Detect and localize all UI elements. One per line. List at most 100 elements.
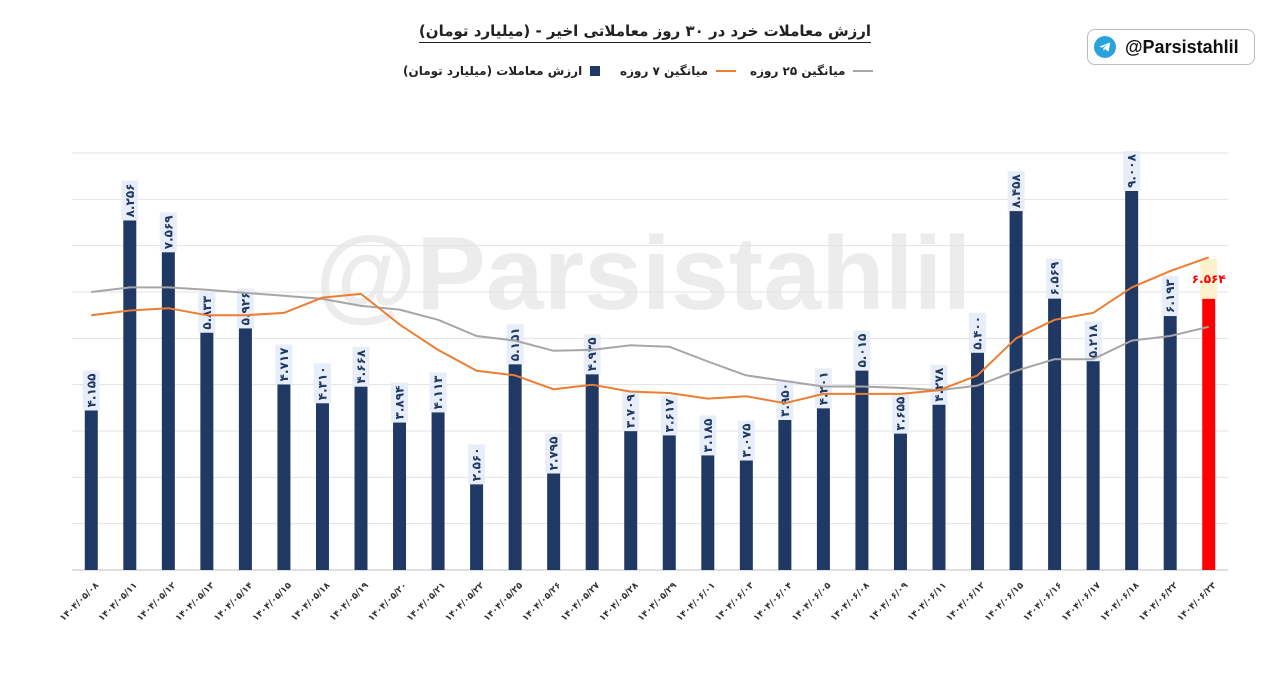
data-label-bg bbox=[82, 370, 100, 411]
data-label: ۳.۶۱۷ bbox=[662, 398, 676, 433]
x-tick-label: ۱۴۰۴/۰۶/۰۸ bbox=[829, 580, 872, 623]
data-label-bg bbox=[236, 288, 254, 329]
x-tick-label: ۱۴۰۴/۰۵/۱۴ bbox=[212, 580, 255, 623]
bar bbox=[739, 427, 753, 570]
data-label-bg bbox=[969, 312, 987, 353]
data-label: ۴.۶۶۸ bbox=[354, 349, 368, 384]
brand-badge: @Parsistahlil bbox=[1087, 29, 1255, 65]
data-label-bg bbox=[1123, 151, 1141, 191]
data-label-bg bbox=[313, 363, 331, 404]
data-label: ۲.۵۶۰ bbox=[470, 447, 484, 481]
data-label: ۵.۴۰۰ bbox=[971, 316, 985, 350]
data-label: ۴.۷۱۷ bbox=[277, 347, 291, 382]
x-tick-label: ۱۴۰۴/۰۵/۲۹ bbox=[636, 580, 679, 623]
x-tick-label: ۱۴۰۴/۰۵/۱۹ bbox=[328, 580, 371, 623]
x-tick-label: ۱۴۰۴/۰۵/۰۸ bbox=[58, 580, 101, 623]
bar bbox=[431, 379, 445, 570]
data-label: ۹.۰۰۸ bbox=[1125, 153, 1139, 188]
bar bbox=[1202, 265, 1216, 570]
chart-title-text: ارزش معاملات خرد در ۳۰ روز معاملاتی اخیر… bbox=[418, 22, 872, 43]
legend-item-ma7: میانگین ۷ روزه bbox=[620, 64, 737, 78]
bar bbox=[893, 400, 907, 570]
data-label: ۵.۲۱۸ bbox=[1086, 324, 1100, 359]
bar bbox=[1048, 265, 1062, 570]
bar bbox=[971, 319, 985, 570]
x-tick-label: ۱۴۰۴/۰۶/۱۸ bbox=[1099, 580, 1142, 623]
data-label-bg bbox=[1084, 321, 1102, 362]
x-tick-label: ۱۴۰۴/۰۶/۲۲ bbox=[1137, 580, 1180, 623]
legend-swatch-ma25 bbox=[853, 70, 874, 72]
bar bbox=[277, 351, 291, 570]
ma25-line bbox=[91, 286, 1209, 392]
bar bbox=[200, 299, 214, 570]
data-label: ۸.۲۵۶ bbox=[123, 184, 137, 218]
x-tick-label: ۱۴۰۴/۰۶/۱۷ bbox=[1060, 580, 1103, 623]
data-label-bg bbox=[853, 330, 871, 371]
legend-swatch-ma7 bbox=[716, 70, 737, 72]
data-label: ۴.۳۱۰ bbox=[315, 366, 329, 400]
bar bbox=[932, 371, 946, 570]
data-label-bg bbox=[391, 382, 409, 423]
data-label: ۳.۷۰۹ bbox=[624, 394, 638, 429]
data-label: ۲.۷۹۵ bbox=[547, 437, 561, 471]
x-tick-label: ۱۴۰۴/۰۵/۱۳ bbox=[174, 580, 217, 623]
data-label-bg bbox=[660, 395, 678, 436]
x-tick-label: ۱۴۰۴/۰۵/۲۱ bbox=[405, 581, 448, 624]
data-label: ۵.۸۳۳ bbox=[200, 295, 214, 330]
x-tick-label: ۱۴۰۴/۰۶/۰۱ bbox=[675, 581, 718, 624]
data-label-bg bbox=[159, 212, 177, 253]
data-label: ۴.۲۰۱ bbox=[816, 371, 830, 405]
bar bbox=[1125, 152, 1139, 570]
data-label-bg bbox=[506, 324, 524, 365]
x-tick-label: ۱۴۰۴/۰۵/۱۲ bbox=[135, 580, 178, 623]
bar bbox=[624, 398, 638, 570]
data-label-bg bbox=[737, 420, 755, 461]
data-label-bg bbox=[429, 372, 447, 413]
data-label-bg bbox=[814, 368, 832, 409]
data-label-bg bbox=[121, 180, 139, 221]
x-tick-label: ۱۴۰۴/۰۶/۰۵ bbox=[790, 580, 833, 623]
x-tick-label: ۱۴۰۴/۰۵/۱۱ bbox=[97, 581, 140, 624]
bar bbox=[508, 331, 522, 570]
data-label-bg bbox=[1007, 171, 1025, 212]
data-label: ۴.۹۳۵ bbox=[585, 337, 599, 371]
bar bbox=[1086, 328, 1100, 570]
x-tick-label: ۱۴۰۴/۰۵/۲۶ bbox=[521, 581, 564, 624]
x-tick-label: ۱۴۰۴/۰۵/۱۸ bbox=[290, 580, 333, 623]
bar bbox=[393, 389, 407, 570]
x-tick-label: ۱۴۰۴/۰۵/۲۵ bbox=[482, 580, 525, 623]
data-label: ۳.۸۹۴ bbox=[393, 386, 407, 420]
legend-item-bar: ارزش معاملات (میلیارد تومان) bbox=[403, 64, 601, 78]
data-label-bg bbox=[198, 292, 216, 333]
x-tick-label: ۱۴۰۴/۰۵/۲۸ bbox=[598, 580, 641, 623]
data-label-bg bbox=[545, 433, 563, 474]
chart-legend: ارزش معاملات (میلیارد تومان) میانگین ۷ ر… bbox=[0, 64, 1280, 84]
x-tick-label: ۱۴۰۴/۰۶/۰۳ bbox=[713, 580, 756, 623]
data-label: ۶.۱۹۳ bbox=[1163, 278, 1177, 313]
data-label-bg bbox=[352, 346, 370, 387]
watermark: @Parsistahlil bbox=[315, 216, 972, 332]
telegram-icon bbox=[1094, 36, 1116, 58]
data-label-bg bbox=[699, 415, 717, 456]
bar bbox=[701, 422, 715, 570]
data-label: ۴.۱۵۵ bbox=[84, 374, 98, 408]
bar bbox=[1163, 283, 1177, 570]
data-label-bg bbox=[1200, 258, 1218, 299]
data-label: ۵.۱۵۱ bbox=[508, 327, 522, 361]
legend-swatch-bar bbox=[590, 66, 601, 76]
legend-label-bar: ارزش معاملات (میلیارد تومان) bbox=[403, 64, 583, 78]
data-label-bg bbox=[1046, 258, 1064, 299]
legend-item-ma25: میانگین ۲۵ روزه bbox=[750, 64, 874, 78]
data-label: ۵.۹۲۶ bbox=[238, 291, 252, 325]
x-tick-label: ۱۴۰۴/۰۶/۰۹ bbox=[868, 580, 911, 623]
data-label: ۷.۵۶۹ bbox=[161, 215, 175, 250]
bar bbox=[816, 375, 830, 570]
data-label: ۶.۵۶۴ bbox=[1192, 272, 1226, 286]
x-tick-label: ۱۴۰۴/۰۶/۲۳ bbox=[1176, 580, 1219, 623]
bar bbox=[238, 295, 252, 570]
x-tick-label: ۱۴۰۴/۰۶/۱۶ bbox=[1022, 581, 1065, 624]
chart-title: ارزش معاملات خرد در ۳۰ روز معاملاتی اخیر… bbox=[0, 22, 1280, 43]
data-label-bg bbox=[275, 344, 293, 385]
bar bbox=[662, 402, 676, 570]
